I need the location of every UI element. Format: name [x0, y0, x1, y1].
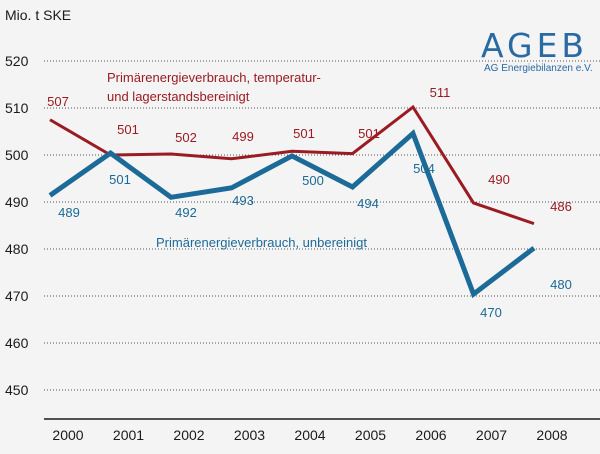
- data-label-unadjusted: 470: [480, 305, 502, 320]
- x-tick-label: 2006: [415, 427, 446, 443]
- x-tick-label: 2004: [294, 427, 325, 443]
- data-label-unadjusted: 494: [357, 196, 379, 211]
- x-tick-label: 2002: [173, 427, 204, 443]
- x-tick-labels: 2000 2001 2002 2003 2004 2005 2006 2007 2008: [52, 427, 567, 443]
- data-label-unadjusted: 493: [232, 193, 254, 208]
- logo-text: AGEB: [481, 26, 588, 65]
- y-tick-labels: 450 460 470 480 490 500 510 520: [5, 53, 29, 398]
- data-label-adjusted: 501: [358, 126, 380, 141]
- data-label-adjusted: 499: [232, 129, 254, 144]
- data-label-adjusted: 507: [47, 94, 69, 109]
- data-label-unadjusted: 492: [175, 205, 197, 220]
- y-tick-label: 470: [5, 288, 29, 304]
- y-tick-label: 500: [5, 147, 29, 163]
- y-tick-label: 520: [5, 53, 29, 69]
- x-tick-label: 2000: [52, 427, 83, 443]
- y-tick-label: 510: [5, 100, 29, 116]
- data-label-unadjusted: 480: [550, 277, 572, 292]
- y-axis-label: Mio. t SKE: [5, 7, 71, 23]
- x-tick-label: 2007: [476, 427, 507, 443]
- y-tick-label: 480: [5, 241, 29, 257]
- data-label-adjusted: 511: [430, 85, 451, 100]
- data-label-adjusted: 486: [550, 199, 572, 214]
- y-tick-label: 450: [5, 382, 29, 398]
- data-label-adjusted: 501: [293, 126, 315, 141]
- series-label-unadjusted: Primärenergieverbrauch, unbereinigt: [156, 235, 367, 250]
- data-labels: 507 501 502 499 501 501 511 490 486 489 501 492 493 5…: [47, 85, 572, 320]
- x-tick-label: 2005: [355, 427, 386, 443]
- series: [48, 104, 536, 299]
- y-tick-label: 490: [5, 194, 29, 210]
- ageb-logo: AGEB AG Energiebilanzen e.V.: [481, 26, 593, 74]
- x-tick-label: 2003: [234, 427, 265, 443]
- series-line-adjusted: [49, 104, 535, 226]
- x-tick-label: 2001: [113, 427, 144, 443]
- data-label-unadjusted: 504: [413, 161, 435, 176]
- data-label-adjusted: 502: [175, 130, 197, 145]
- series-label-adjusted-line2: und lagerstandsbereinigt: [107, 89, 250, 104]
- grid: [44, 60, 600, 391]
- logo-subtitle: AG Energiebilanzen e.V.: [484, 63, 593, 74]
- data-label-unadjusted: 489: [58, 205, 80, 220]
- data-label-adjusted: 490: [488, 172, 510, 187]
- x-tick-label: 2008: [536, 427, 567, 443]
- series-label-adjusted-line1: Primärenergieverbrauch, temperatur-: [107, 70, 321, 85]
- y-tick-label: 460: [5, 335, 29, 351]
- data-label-unadjusted: 501: [109, 172, 131, 187]
- data-label-unadjusted: 500: [302, 173, 324, 188]
- data-label-adjusted: 501: [117, 122, 139, 137]
- series-line-unadjusted: [48, 129, 536, 299]
